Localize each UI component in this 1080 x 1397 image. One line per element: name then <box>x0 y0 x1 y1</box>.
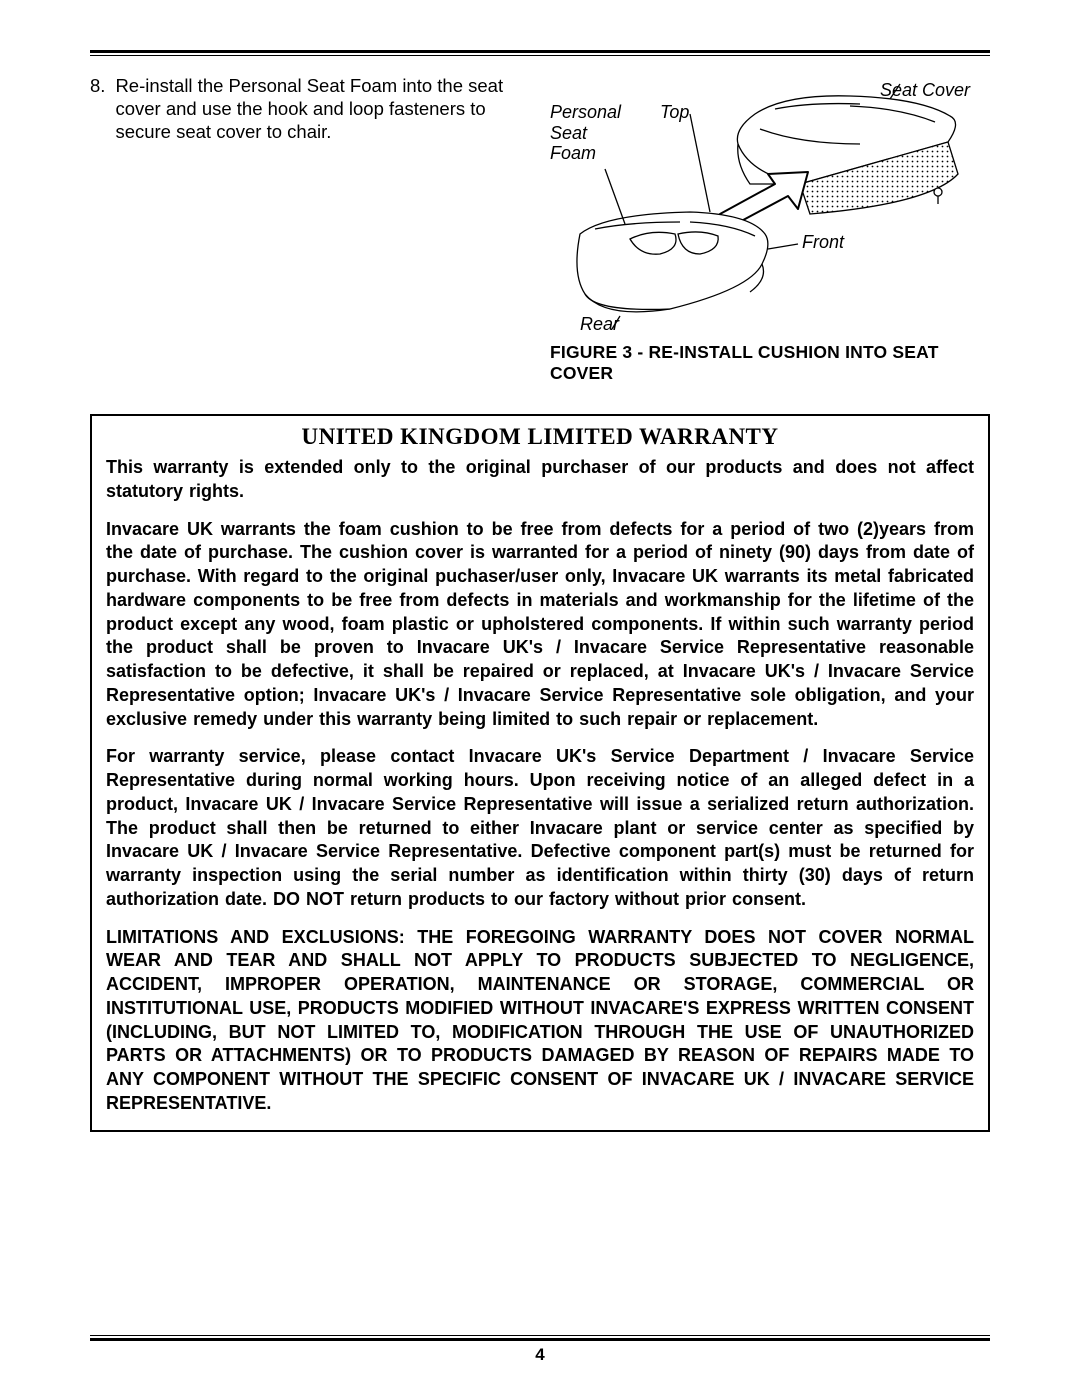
page-number: 4 <box>90 1345 990 1365</box>
warranty-paragraph: Invacare UK warrants the foam cushion to… <box>106 518 974 732</box>
warranty-title: UNITED KINGDOM LIMITED WARRANTY <box>106 424 974 450</box>
instruction-block: 8. Re-install the Personal Seat Foam int… <box>90 74 532 143</box>
warranty-paragraph: This warranty is extended only to the or… <box>106 456 974 504</box>
upper-section: 8. Re-install the Personal Seat Foam int… <box>90 74 990 384</box>
instruction-number: 8. <box>90 74 105 143</box>
warranty-paragraph: For warranty service, please contact Inv… <box>106 745 974 911</box>
figure-label-rear: Rear <box>580 314 619 335</box>
warranty-box: UNITED KINGDOM LIMITED WARRANTY This war… <box>90 414 990 1132</box>
bottom-rule <box>90 1335 990 1341</box>
figure-label-seat-cover: Seat Cover <box>880 80 970 101</box>
instruction-text: Re-install the Personal Seat Foam into t… <box>115 74 532 143</box>
figure-label-top: Top <box>660 102 689 123</box>
figure-label-front: Front <box>802 232 844 253</box>
page-content: 8. Re-install the Personal Seat Foam int… <box>90 50 990 1132</box>
top-rule <box>90 50 990 56</box>
figure-caption: FIGURE 3 - RE-INSTALL CUSHION INTO SEAT … <box>550 342 990 384</box>
figure-label-personal-seat-foam: Personal Seat Foam <box>550 102 621 164</box>
page-footer: 4 <box>90 1335 990 1365</box>
warranty-paragraph: LIMITATIONS AND EXCLUSIONS: THE FOREGOIN… <box>106 926 974 1116</box>
figure-block: Personal Seat Foam Top Seat Cover Front … <box>550 74 990 384</box>
